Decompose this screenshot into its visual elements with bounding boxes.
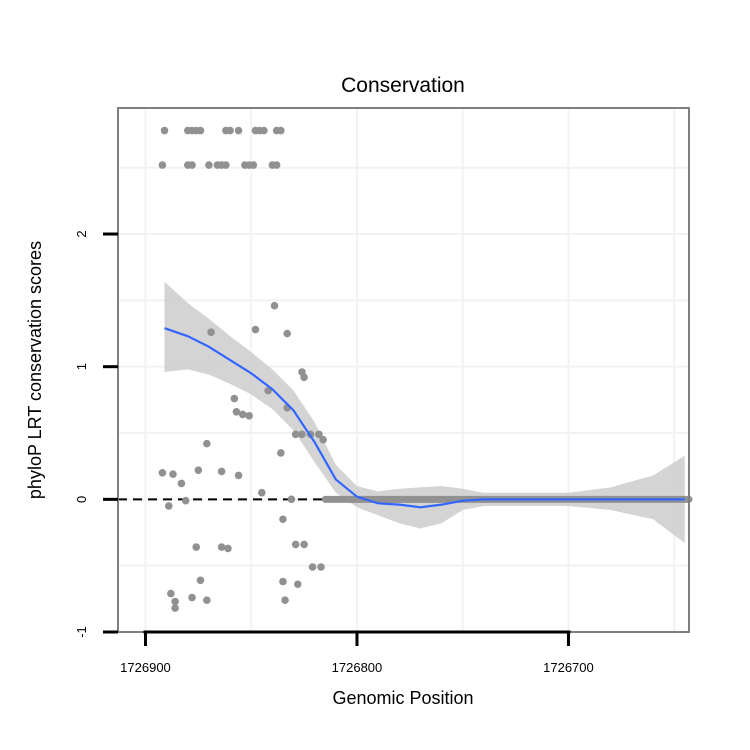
data-point: [224, 544, 232, 553]
data-point: [272, 161, 281, 169]
data-point: [196, 126, 205, 135]
y-tick-label: 0: [74, 496, 89, 503]
data-point: [207, 328, 215, 336]
data-point: [308, 563, 317, 571]
data-point: [298, 430, 306, 439]
data-point: [277, 449, 285, 457]
confidence-band: [164, 281, 685, 544]
data-point: [277, 126, 285, 135]
data-point: [291, 430, 300, 439]
data-point: [181, 496, 190, 505]
smooth-line: [164, 327, 685, 509]
data-point: [192, 543, 201, 551]
x-tick-label: 1726900: [120, 660, 171, 675]
y-tick-label: 2: [74, 230, 89, 237]
data-point: [194, 466, 203, 474]
data-point: [222, 161, 230, 169]
chart-title: Conservation: [341, 74, 465, 97]
data-point: [293, 580, 302, 589]
y-axis-label: phyloP LRT conservation scores: [25, 241, 45, 499]
x-axis-label: Genomic Position: [332, 688, 473, 708]
data-point: [203, 439, 211, 448]
data-point: [287, 495, 296, 504]
data-point: [300, 373, 308, 382]
data-point: [196, 576, 205, 585]
data-point: [169, 470, 177, 478]
x-tick-label: 1726800: [332, 660, 383, 675]
data-point: [188, 161, 196, 169]
data-point: [279, 577, 287, 586]
data-point: [217, 467, 226, 476]
data-point: [203, 596, 211, 604]
data-point: [232, 407, 241, 416]
data-point: [249, 161, 258, 169]
data-point: [205, 161, 213, 169]
x-tick-label: 1726700: [543, 660, 594, 675]
data-point: [291, 540, 300, 549]
data-point: [171, 597, 179, 606]
data-point: [315, 430, 323, 439]
data-points: [158, 126, 327, 612]
data-point: [317, 563, 325, 571]
data-point: [245, 411, 253, 420]
data-point: [258, 488, 266, 497]
data-point: [158, 469, 167, 477]
data-point: [300, 540, 308, 549]
data-point: [167, 589, 175, 598]
smooth-line-layer: [164, 327, 685, 509]
data-point: [177, 479, 186, 488]
data-point: [217, 543, 226, 551]
data-point: [251, 325, 260, 334]
data-point: [279, 515, 287, 524]
data-point: [319, 435, 327, 444]
data-point: [238, 410, 247, 419]
data-point: [260, 126, 268, 135]
data-point: [270, 301, 279, 310]
y-tick-label: 1: [74, 363, 89, 370]
y-tick-label: -1: [74, 626, 89, 638]
data-point: [283, 329, 291, 338]
data-point: [188, 593, 196, 602]
data-point: [171, 604, 179, 612]
confidence-ribbon: [164, 281, 685, 544]
data-point: [160, 126, 169, 135]
axes: 1726900 1726800 1726700 -1 0 1 2: [74, 230, 594, 675]
data-point: [158, 161, 167, 169]
data-point: [281, 596, 289, 604]
data-point: [226, 126, 234, 135]
data-point: [230, 394, 239, 403]
data-point: [234, 126, 243, 135]
data-point: [234, 471, 243, 480]
data-point: [164, 502, 173, 510]
